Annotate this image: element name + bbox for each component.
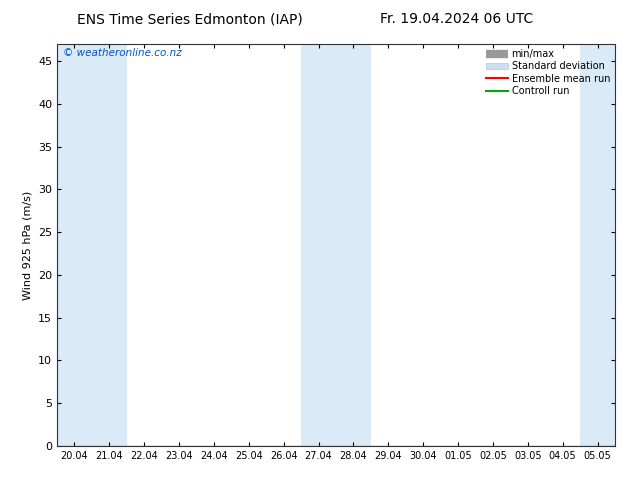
Bar [580, 44, 615, 446]
Text: © weatheronline.co.nz: © weatheronline.co.nz [63, 48, 181, 58]
Text: ENS Time Series Edmonton (IAP): ENS Time Series Edmonton (IAP) [77, 12, 303, 26]
Legend: min/max, Standard deviation, Ensemble mean run, Controll run: min/max, Standard deviation, Ensemble me… [484, 47, 612, 98]
Y-axis label: Wind 925 hPa (m/s): Wind 925 hPa (m/s) [23, 191, 32, 299]
Bar [301, 44, 371, 446]
Bar [57, 44, 127, 446]
Text: Fr. 19.04.2024 06 UTC: Fr. 19.04.2024 06 UTC [380, 12, 533, 26]
